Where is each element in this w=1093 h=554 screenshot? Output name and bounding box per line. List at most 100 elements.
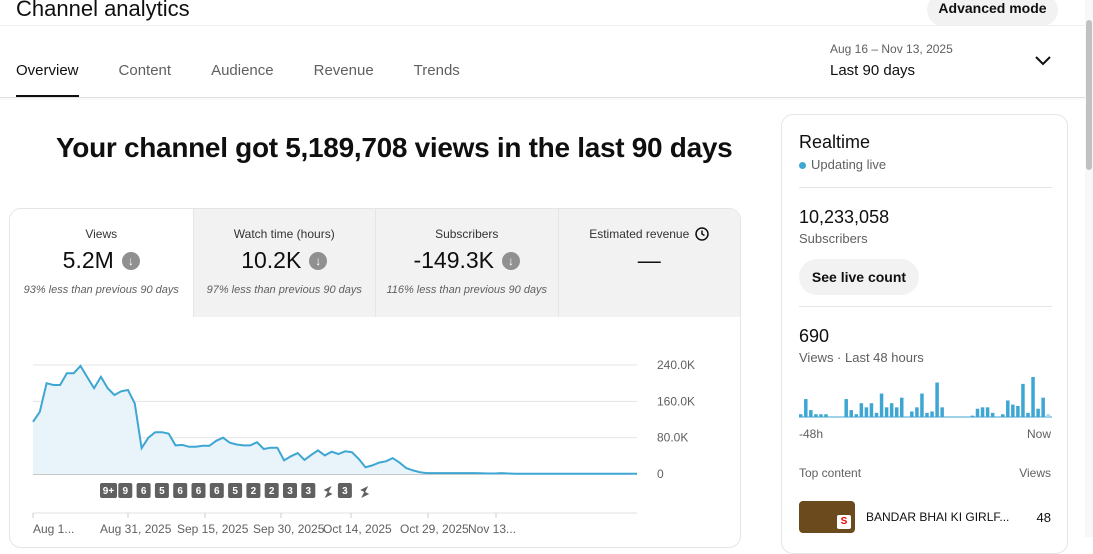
realtime-bar [799,414,803,417]
badge-label: 6 [214,486,220,497]
views-column-label: Views [1019,466,1051,480]
annotation-badge[interactable]: 3 [301,483,316,498]
badge-label: 2 [269,486,275,497]
shorts-annotation-icon[interactable] [360,486,370,498]
realtime-bar [1021,383,1025,417]
realtime-bar [1001,414,1005,417]
metric-tab-subscribers[interactable]: Subscribers -149.3K ↓ 116% less than prev… [375,209,558,317]
realtime-bar [854,414,859,417]
date-range-picker[interactable]: Aug 16 – Nov 13, 2025 Last 90 days [830,42,953,79]
annotation-badge[interactable]: 5 [154,483,169,498]
chevron-down-icon[interactable] [1034,54,1052,68]
tab-revenue[interactable]: Revenue [313,62,374,79]
annotation-badge[interactable]: 6 [173,483,188,498]
headline: Your channel got 5,189,708 views in the … [56,132,733,163]
badge-label: 2 [251,486,257,497]
badge-label: 5 [232,486,238,497]
realtime-bar [844,399,848,417]
badge-label: 5 [159,486,165,497]
badge-bg [246,483,261,498]
metric-value: 10.2K [241,247,302,273]
realtime-bar [980,407,985,417]
metric-value: — [637,247,661,273]
badge-label: 6 [141,486,147,497]
metric-label: Estimated revenue [589,227,690,241]
annotation-badge[interactable]: 5 [228,483,243,498]
realtime-bar [990,412,995,417]
annotation-badge[interactable]: 2 [246,483,261,498]
scrollbar-thumb[interactable] [1086,20,1092,170]
metric-compare: 116% less than previous 90 days [386,284,548,296]
realtime-bar [935,382,939,417]
x-tick-label: Oct 14, 2025 [323,522,392,536]
annotation-badge[interactable]: 3 [283,483,297,498]
realtime-bar [879,393,884,417]
annotation-badge[interactable]: 3 [337,483,352,498]
date-range-period: Last 90 days [830,62,916,79]
divider [0,25,1085,26]
advanced-mode-button[interactable]: Advanced mode [927,0,1058,26]
realtime-bar [900,397,904,417]
badge-label: 3 [342,486,348,497]
axis-start: -48h [799,427,824,441]
annotation-badge[interactable]: 6 [209,483,224,498]
badge-label: 6 [177,486,183,497]
metric-value: -149.3K [413,247,495,273]
realtime-bar [894,407,899,417]
scrollbar[interactable] [1085,0,1093,537]
realtime-bar [874,412,879,417]
realtime-bar [1031,377,1035,417]
realtime-bar [809,410,813,417]
annotation-badge[interactable]: 9 [118,483,133,498]
annotation-badge[interactable]: 6 [136,483,151,498]
date-range-dates: Aug 16 – Nov 13, 2025 [830,42,953,56]
arrow-down-icon: ↓ [121,251,140,270]
annotation-badge[interactable]: 9+ [100,483,117,498]
area-fill [33,365,637,474]
tab-content[interactable]: Content [118,62,172,79]
see-live-count-button[interactable]: See live count [799,259,919,295]
realtime-bar [859,403,864,417]
views-chart: 240.0K 160.0K 80.0K 0 9+ 9 6 5 6 6 6 5 2 2 3 3 3 Aug 1...… [32,358,695,536]
realtime-bar [1011,404,1015,417]
metric-tab-views[interactable]: Views 5.2M ↓ 93% less than previous 90 da… [10,209,193,317]
metric-compare: 97% less than previous 90 days [206,284,362,296]
metric-tab-watch-time[interactable]: Watch time (hours) 10.2K ↓ 97% less than … [192,209,375,317]
y-tick-label: 160.0K [657,394,695,408]
metric-label: Views [85,227,118,241]
shorts-icon [323,486,333,498]
tab-audience[interactable]: Audience [211,62,274,79]
annotation-badge[interactable]: 6 [191,483,206,498]
realtime-bar [1026,412,1030,417]
live-status: Updating live [811,157,887,172]
subscriber-count: 10,233,058 [799,207,890,227]
badge-bg [209,483,224,498]
badge-bg [100,483,117,498]
realtime-bar [1016,405,1020,417]
tab-overview[interactable]: Overview [16,62,79,97]
views-label: Views · Last 48 hours [799,350,924,365]
metric-label: Subscribers [435,227,499,241]
realtime-bar [889,403,894,417]
tab-trends[interactable]: Trends [413,62,460,79]
realtime-title: Realtime [799,132,871,152]
shorts-annotation-icon[interactable] [323,486,333,498]
realtime-bar [804,399,808,417]
axis-end: Now [1026,427,1051,441]
metric-tab-revenue[interactable]: Estimated revenue — [557,209,740,317]
video-views: 48 [1036,510,1051,525]
badge-bg [337,483,352,498]
realtime-bar [930,411,934,417]
badge-bg [228,483,243,498]
realtime-bar [869,403,874,417]
badge-label: 9 [123,486,129,497]
badge-label: 9+ [103,486,115,497]
y-tick-label: 240.0K [657,358,695,372]
badge-bg [264,483,279,498]
badge-bg [136,483,151,498]
live-dot-icon [799,162,806,169]
realtime-bar [1046,414,1050,417]
realtime-bar [1036,408,1040,417]
annotation-badge[interactable]: 2 [264,483,279,498]
realtime-bar [970,415,975,417]
